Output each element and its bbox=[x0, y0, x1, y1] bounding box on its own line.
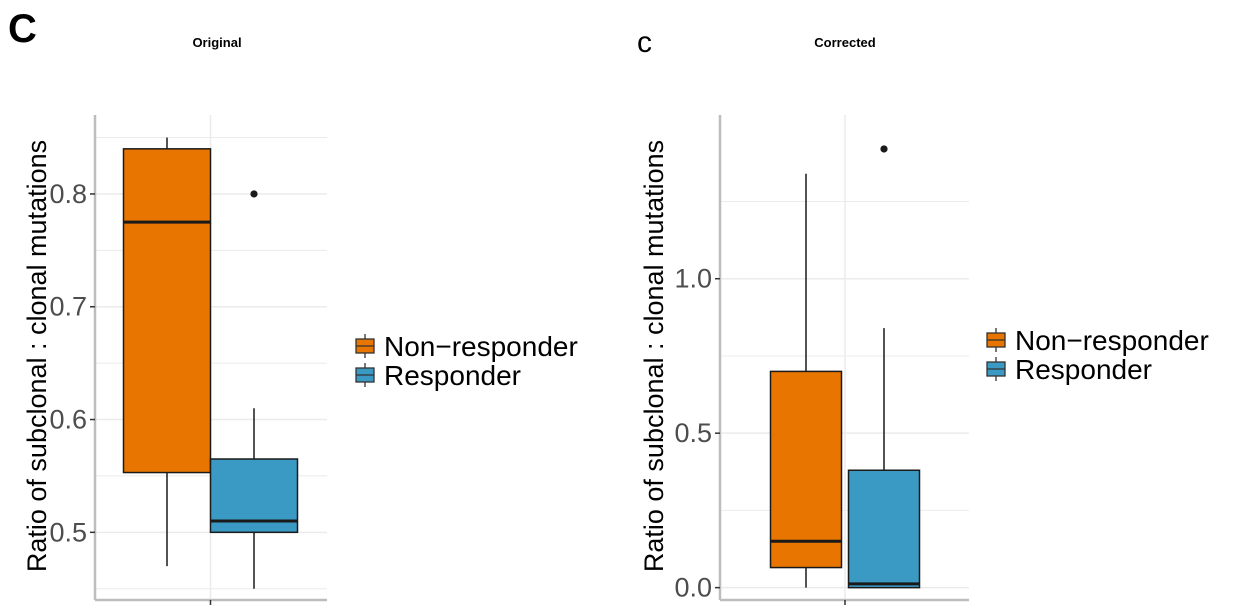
y-tick-label: 0.0 bbox=[674, 573, 712, 603]
y-axis-label: Ratio of subclonal : clonal mutations bbox=[22, 140, 52, 572]
box-responder bbox=[847, 469, 921, 589]
y-axis-label: Ratio of subclonal : clonal mutations bbox=[639, 140, 669, 572]
y-ticks: 0.0 0.5 1.0 bbox=[674, 264, 720, 603]
y-tick-label: 0.8 bbox=[49, 179, 87, 209]
y-ticks: 0.5 0.6 0.7 0.8 bbox=[49, 179, 95, 547]
panel-original: C Original Ratio of subclonal : clonal m… bbox=[8, 7, 578, 605]
plot-area bbox=[122, 137, 299, 589]
y-tick-label: 0.5 bbox=[49, 517, 87, 547]
panel-letter: C bbox=[8, 7, 37, 51]
legend-label: Non−responder bbox=[384, 331, 578, 362]
panel-corrected: c Corrected Ratio of subclonal : clonal … bbox=[637, 26, 1209, 605]
legend-label: Responder bbox=[1015, 354, 1152, 385]
box-non-responder bbox=[769, 370, 843, 569]
y-tick-label: 0.5 bbox=[674, 418, 712, 448]
chart-title: Original bbox=[192, 35, 241, 50]
y-tick-label: 0.6 bbox=[49, 405, 87, 435]
legend-label: Non−responder bbox=[1015, 325, 1209, 356]
panel-letter: c bbox=[637, 26, 652, 59]
chart-title: Corrected bbox=[814, 35, 875, 50]
outlier-point bbox=[250, 190, 258, 198]
y-tick-label: 1.0 bbox=[674, 264, 712, 294]
plot-area bbox=[769, 145, 921, 589]
y-tick-label: 0.7 bbox=[49, 292, 87, 322]
box-non-responder bbox=[122, 148, 212, 474]
outlier-point bbox=[880, 145, 888, 153]
grid bbox=[720, 115, 969, 600]
axes bbox=[718, 115, 969, 605]
axes bbox=[93, 115, 327, 605]
legend-label: Responder bbox=[384, 360, 521, 391]
